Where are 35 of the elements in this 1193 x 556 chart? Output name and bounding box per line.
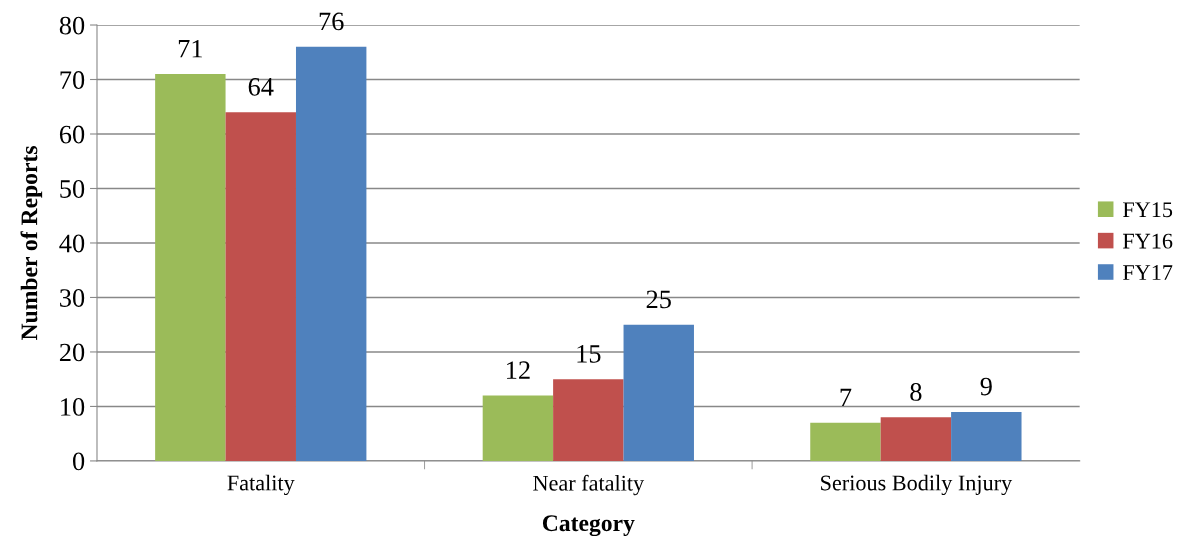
data-label: 71 [178, 39, 202, 58]
y-tick-label: 60 [59, 125, 85, 144]
y-tick-label: 50 [60, 180, 85, 198]
legend-label: FY16 [1122, 233, 1173, 249]
x-tick-label: Fatality [227, 474, 295, 496]
y-tick-label: 80 [59, 16, 85, 35]
y-tick-label: 70 [60, 71, 85, 89]
y-tick-label: 30 [60, 289, 85, 307]
legend-label: FY17 [1122, 265, 1173, 280]
bar [951, 411, 1022, 461]
data-label: 12 [507, 361, 530, 379]
data-label: 64 [248, 78, 274, 96]
bar [225, 112, 296, 461]
data-label: 15 [577, 345, 601, 363]
x-tick-label: Serious Bodily Injury [821, 474, 1013, 496]
y-tick-label: 20 [59, 343, 85, 362]
x-axis-title: Category [542, 515, 635, 537]
bar [880, 417, 952, 461]
x-tick-label: Near fatality [533, 474, 645, 496]
y-axis-title: Number of Reports [20, 146, 43, 341]
bar [482, 395, 554, 461]
legend-label: FY15 [1122, 202, 1173, 218]
bar [553, 379, 624, 461]
bar [623, 324, 694, 461]
y-tick-label: 10 [61, 398, 85, 416]
data-label: 25 [646, 290, 671, 309]
data-label: 9 [980, 377, 992, 396]
y-tick-label: 40 [59, 234, 85, 253]
data-label: 8 [910, 383, 922, 401]
bar [810, 422, 881, 461]
bar [155, 74, 226, 461]
data-label: 7 [840, 388, 852, 407]
bar [295, 46, 367, 461]
y-tick-label: 0 [73, 452, 85, 471]
data-label: 76 [319, 12, 344, 31]
